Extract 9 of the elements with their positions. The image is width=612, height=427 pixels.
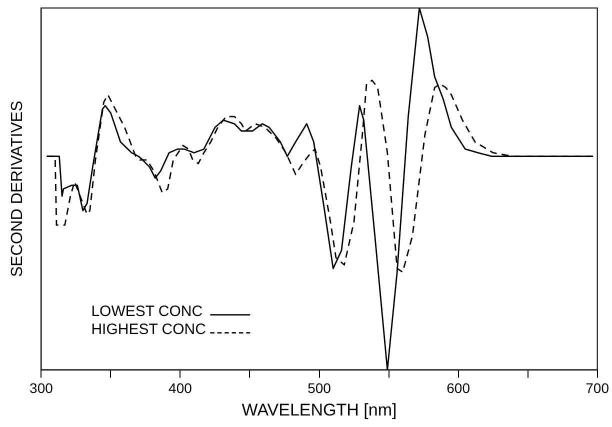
legend-label: LOWEST CONC [91,302,203,320]
x-tick-label: 400 [168,380,192,396]
x-axis-title: WAVELENGTH [nm] [242,400,397,420]
legend-label: HIGHEST CONC [91,320,206,338]
x-tick-label: 700 [586,380,610,396]
y-axis-title: SECOND DERIVATIVES [9,100,26,278]
x-tick-label: 600 [446,380,470,396]
x-tick-label: 300 [30,380,54,396]
x-tick-label: 500 [308,380,332,396]
